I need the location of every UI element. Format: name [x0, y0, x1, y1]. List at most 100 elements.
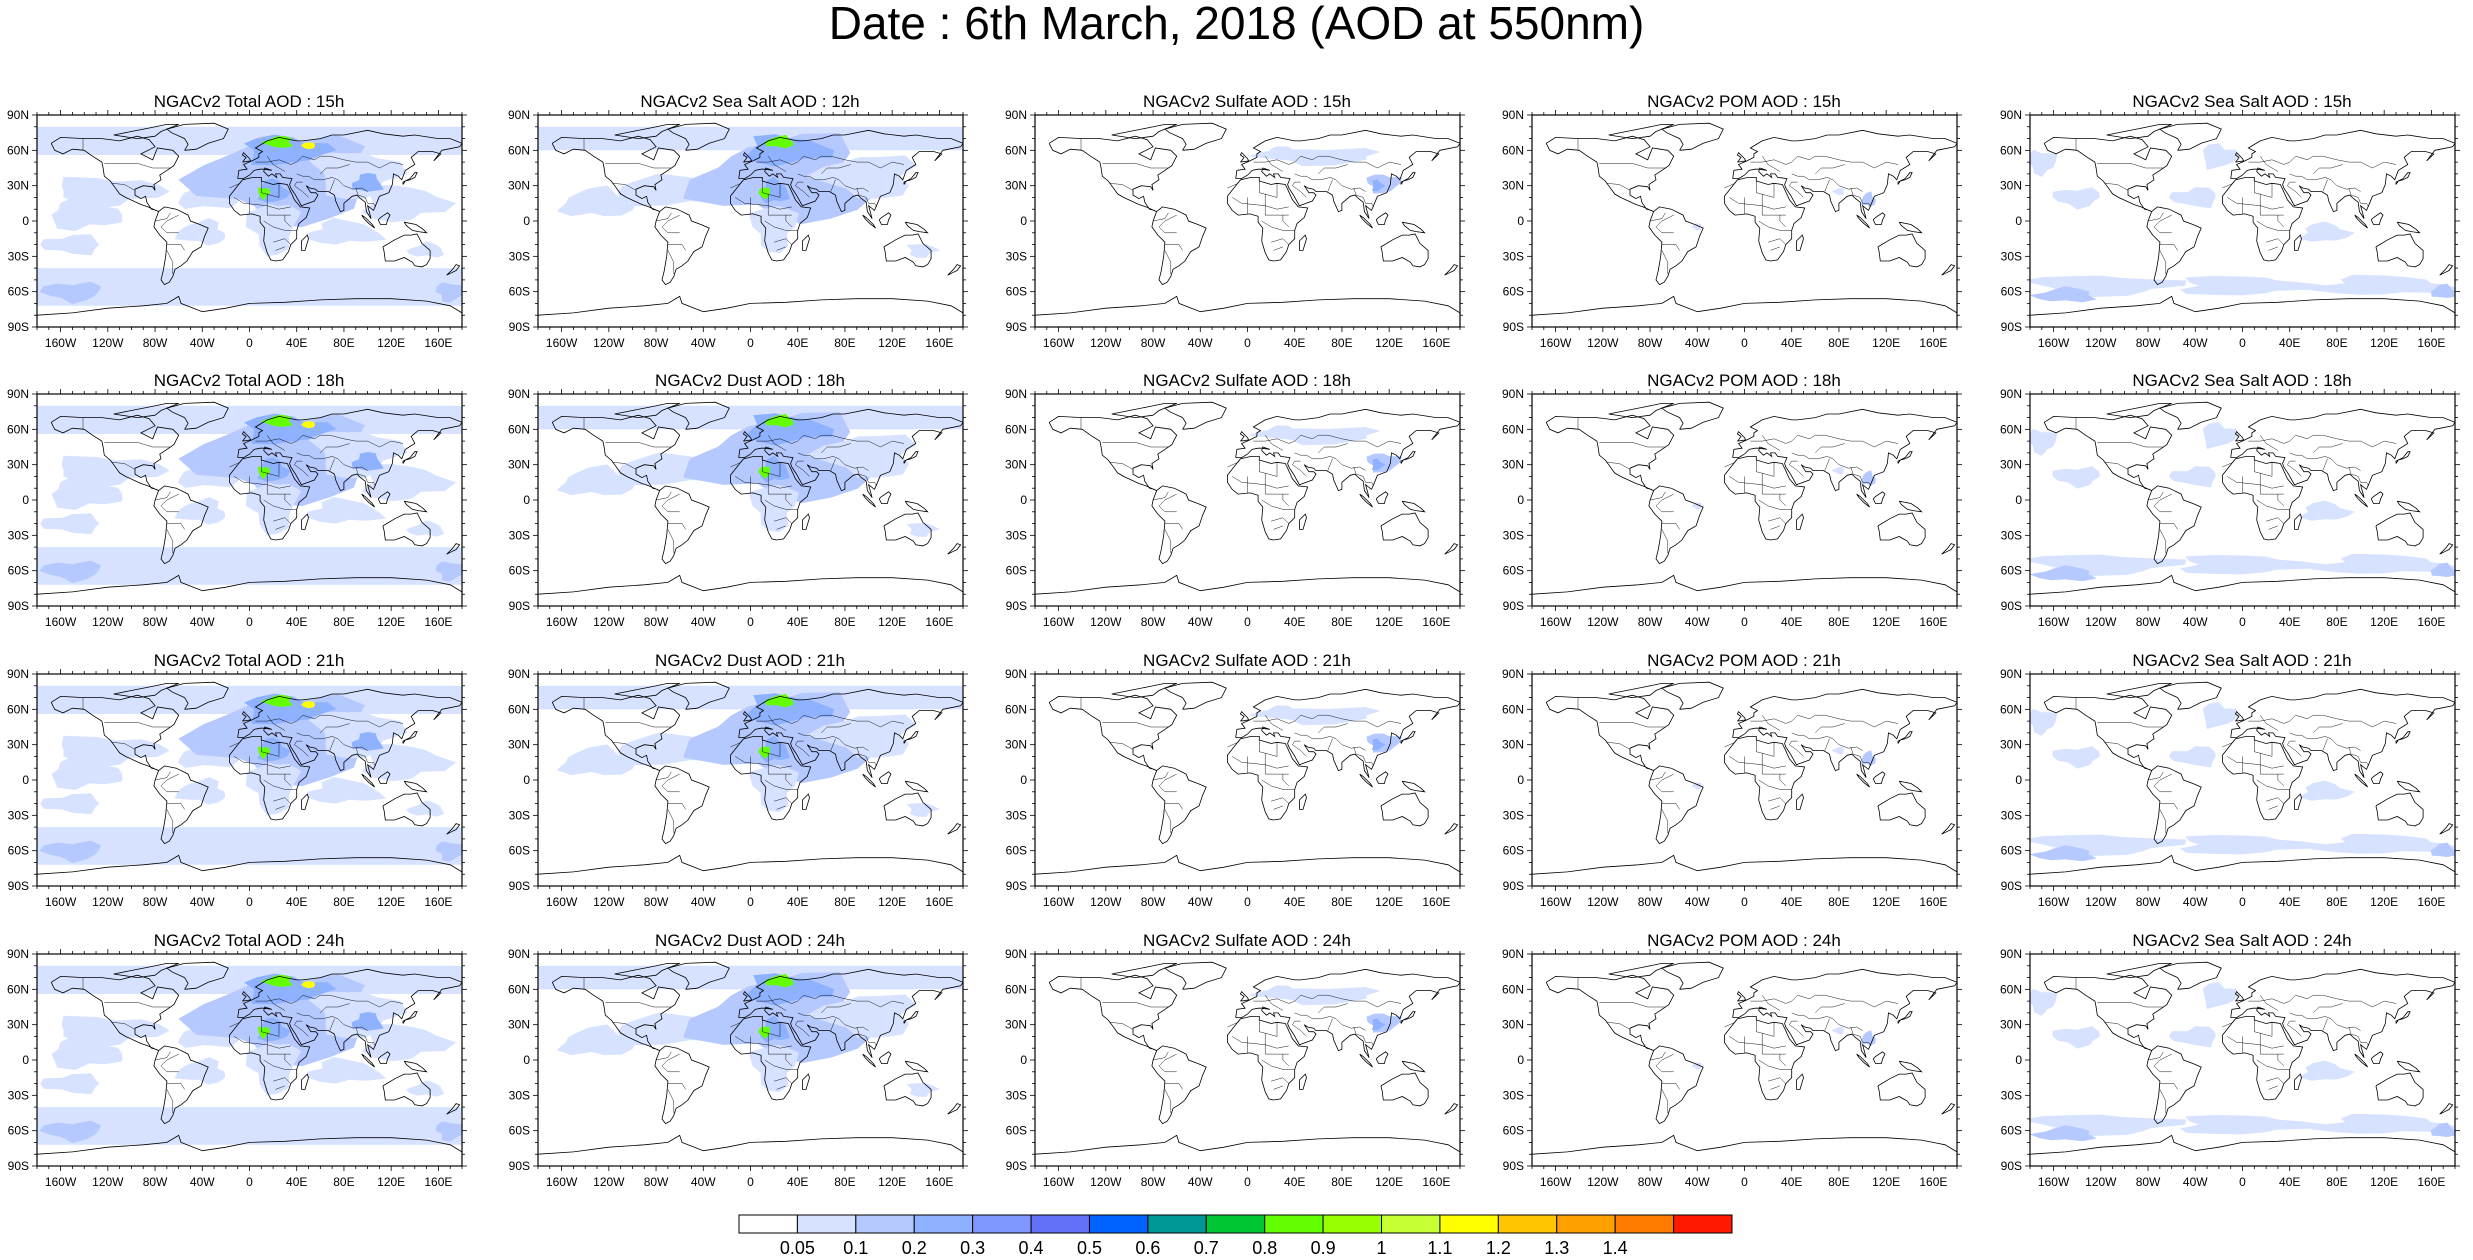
coastline [377, 212, 391, 225]
colorbar-label: 1.2 [1486, 1238, 1511, 1258]
lat-tick-label: 30S [1503, 528, 1524, 542]
coastline [903, 1011, 919, 1024]
coastline [2146, 1045, 2202, 1125]
country-border [1227, 457, 1242, 468]
aod-field [1691, 1062, 1702, 1070]
lat-tick-label: 30S [1006, 1088, 1027, 1102]
coastline [1648, 1045, 1704, 1125]
aod-field [2310, 274, 2455, 295]
colorbar-label: 0.7 [1194, 1238, 1219, 1258]
lon-tick-label: 40W [2183, 895, 2208, 909]
coastline [37, 295, 462, 316]
aod-field [245, 762, 302, 816]
coastline [402, 1011, 418, 1024]
lon-tick-label: 80W [644, 1175, 669, 1189]
country-border [1164, 809, 1172, 833]
country-border [795, 1020, 810, 1037]
coastline [801, 234, 810, 251]
colorbar-swatch [1556, 1214, 1616, 1234]
map-panel: NGACv2 Total AOD : 21h 90N 60N 30N 0 30S 60S 90… [0, 652, 470, 922]
lon-tick-label: 40E [2279, 1175, 2300, 1189]
lon-tick-label: 40W [1685, 1175, 1710, 1189]
lon-tick-label: 160W [1043, 1175, 1075, 1189]
lat-tick-label: 30N [7, 738, 29, 752]
country-border [667, 1089, 675, 1113]
lon-tick-label: 40W [691, 336, 716, 350]
country-border [1232, 197, 1289, 210]
aod-field [1372, 179, 1386, 192]
country-border [2259, 752, 2284, 775]
coastline [1035, 295, 1460, 316]
country-border [166, 250, 174, 274]
coastline [153, 1045, 209, 1125]
lon-tick-label: 120W [92, 615, 124, 629]
lon-tick-label: 80E [333, 615, 354, 629]
country-border [273, 238, 291, 245]
coastline [446, 1103, 461, 1115]
country-border [261, 181, 280, 198]
coastline [1111, 962, 1177, 979]
country-border [821, 164, 851, 175]
country-border [1294, 1012, 1366, 1031]
lon-tick-label: 40W [691, 1175, 716, 1189]
coastline [50, 694, 180, 771]
country-border [2104, 183, 2129, 191]
country-border [661, 773, 680, 793]
coastline [1151, 485, 1207, 565]
aod-field [2168, 1026, 2216, 1048]
aod-field [361, 185, 456, 223]
country-border [1265, 715, 1284, 731]
aod-field [805, 434, 917, 478]
world-map: 90N 60N 30N 0 30S 60S 90S 160W 120W 80W 40W 0 40E 80E… [2000, 947, 2460, 1189]
coastline [2439, 264, 2454, 276]
lon-tick-label: 160E [1919, 336, 1947, 350]
aod-field [51, 196, 123, 231]
country-border [1259, 1020, 1278, 1037]
lat-tick-label: 60S [8, 1124, 29, 1138]
country-border [234, 756, 291, 769]
coastline [402, 172, 418, 185]
coastline [1941, 543, 1956, 555]
country-border [1232, 476, 1289, 489]
country-border [656, 771, 672, 781]
coastline [1048, 974, 1178, 1051]
country-border [1264, 1032, 1289, 1055]
colorbar-label: 0.9 [1311, 1238, 1336, 1258]
country-border [1164, 1083, 1183, 1090]
coastline [2370, 491, 2384, 504]
colorbar-swatch [1322, 1214, 1383, 1234]
map-panel: NGACv2 Sea Salt AOD : 24h 90N 60N 30N 0 30S 60… [1993, 932, 2463, 1202]
aod-field [40, 234, 100, 256]
panel-title: NGACv2 Sulfate AOD : 15h [1143, 92, 1351, 111]
aod-field [2179, 1115, 2330, 1135]
lat-tick-label: 30S [2001, 249, 2022, 263]
country-border [667, 250, 675, 274]
lon-tick-label: 160W [45, 895, 77, 909]
map-panel: NGACv2 Dust AOD : 18h 90N 60N 30N 0 30S 60S 90S… [501, 372, 971, 642]
country-border [261, 740, 280, 757]
lat-tick-label: 0 [22, 1053, 29, 1067]
lon-tick-label: 80W [143, 895, 168, 909]
country-border [1850, 746, 1871, 767]
country-border [234, 1036, 291, 1049]
coastline [377, 771, 391, 784]
country-border [284, 774, 291, 787]
country-border [273, 1077, 291, 1084]
country-border [1599, 722, 1666, 728]
lon-tick-label: 80W [2136, 615, 2161, 629]
lon-tick-label: 120E [377, 615, 405, 629]
colorbar-swatch [1614, 1214, 1675, 1234]
country-border [2159, 803, 2178, 810]
country-border [1273, 525, 1283, 530]
coastline [947, 264, 962, 276]
lat-tick-label: 90S [1006, 879, 1027, 893]
lat-tick-label: 0 [2015, 214, 2022, 228]
country-border [355, 187, 376, 208]
country-border [263, 1059, 297, 1070]
country-border [830, 1018, 836, 1031]
colorbar-label: 0.05 [780, 1238, 815, 1258]
country-border [1261, 220, 1295, 231]
aod-field [1366, 453, 1402, 473]
coastline [947, 823, 962, 835]
aod-field [1861, 750, 1877, 766]
